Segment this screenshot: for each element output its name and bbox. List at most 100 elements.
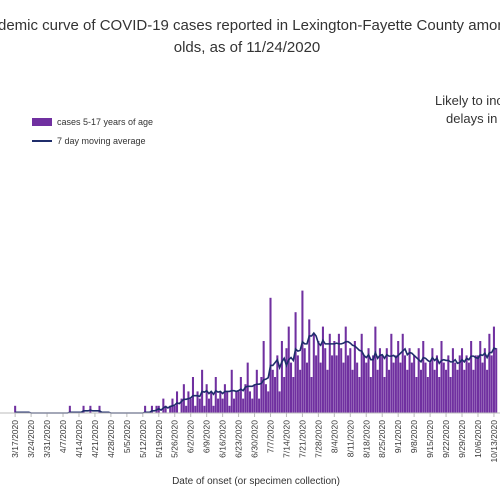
annotation: delays in — [446, 111, 497, 126]
bar — [324, 348, 327, 413]
bar — [406, 369, 409, 413]
chart-title: olds, as of 11/24/2020 — [174, 39, 321, 56]
x-tick-label: 9/8/2020 — [409, 420, 419, 453]
bar — [433, 369, 436, 413]
bar — [219, 391, 222, 413]
bar — [435, 355, 438, 413]
bar — [467, 362, 470, 413]
bar — [198, 398, 201, 413]
bar — [274, 377, 277, 413]
bar — [292, 377, 295, 413]
bar — [451, 348, 454, 413]
bar — [303, 348, 306, 413]
bar — [333, 341, 336, 413]
bar — [276, 355, 279, 413]
bar — [187, 391, 190, 413]
bar — [319, 362, 322, 413]
bar — [308, 319, 311, 413]
bar — [207, 398, 210, 413]
bar — [349, 348, 352, 413]
x-tick-label: 6/2/2020 — [186, 420, 196, 453]
bar — [429, 362, 432, 413]
bar — [394, 355, 397, 413]
bar — [440, 341, 443, 413]
bar — [367, 348, 370, 413]
bar — [173, 405, 176, 413]
bar — [481, 362, 484, 413]
bar — [312, 333, 315, 413]
bar — [456, 369, 459, 413]
x-tick-label: 4/14/2020 — [74, 420, 84, 458]
bar — [353, 341, 356, 413]
bar — [337, 333, 340, 413]
x-tick-label: 7/28/2020 — [313, 420, 323, 458]
bar — [342, 362, 345, 413]
bar — [331, 355, 334, 413]
bar — [251, 398, 254, 413]
x-tick-label: 3/17/2020 — [10, 420, 20, 458]
bar — [397, 341, 400, 413]
x-tick-label: 5/12/2020 — [138, 420, 148, 458]
bar — [486, 369, 489, 413]
bar — [150, 405, 153, 413]
bar — [417, 348, 420, 413]
bar — [305, 362, 309, 413]
bar — [458, 355, 461, 413]
bar — [180, 398, 183, 413]
bar — [344, 326, 347, 413]
bar — [98, 405, 101, 413]
bar — [460, 348, 464, 413]
bar — [401, 333, 404, 413]
bar — [82, 405, 85, 413]
bar — [264, 384, 267, 413]
bar — [296, 355, 299, 413]
bar — [321, 326, 324, 413]
bar — [235, 391, 238, 413]
bar — [162, 398, 165, 413]
x-tick-label: 8/18/2020 — [361, 420, 371, 458]
bar — [326, 369, 329, 413]
bar — [248, 391, 252, 413]
bar — [194, 405, 197, 413]
bar — [226, 391, 229, 413]
x-tick-label: 8/11/2020 — [345, 420, 355, 457]
x-tick-label: 5/26/2020 — [170, 420, 180, 458]
bar — [253, 384, 256, 413]
x-tick-label: 9/22/2020 — [441, 420, 451, 458]
bar — [431, 348, 434, 413]
bar — [164, 405, 167, 413]
bar — [205, 384, 208, 413]
bar — [410, 362, 413, 413]
bar — [239, 377, 242, 413]
bar — [445, 369, 448, 413]
bar — [335, 355, 338, 413]
bar — [214, 377, 217, 413]
bar — [328, 333, 331, 413]
bar — [223, 384, 226, 413]
legend-swatch — [32, 118, 52, 126]
bar — [246, 362, 249, 413]
moving-average-line — [15, 331, 497, 414]
x-tick-label: 7/7/2020 — [266, 420, 276, 453]
bar — [483, 348, 486, 413]
bar — [369, 377, 372, 413]
x-tick-label: 8/25/2020 — [377, 420, 387, 458]
bar — [228, 405, 231, 413]
bar — [442, 362, 445, 413]
legend-label: 7 day moving average — [57, 136, 146, 146]
x-tick-label: 3/31/2020 — [42, 420, 52, 458]
bar — [242, 398, 245, 413]
bar — [283, 377, 286, 413]
bar — [360, 333, 363, 413]
bar — [447, 355, 450, 413]
bar — [221, 398, 224, 413]
x-tick-label: 4/7/2020 — [58, 420, 68, 453]
x-tick-label: 5/19/2020 — [154, 420, 164, 458]
bar — [14, 405, 17, 413]
bar — [413, 355, 416, 413]
bar — [287, 326, 290, 413]
x-tick-label: 10/13/2020 — [489, 420, 499, 463]
bar — [449, 377, 452, 413]
bar — [372, 355, 375, 413]
